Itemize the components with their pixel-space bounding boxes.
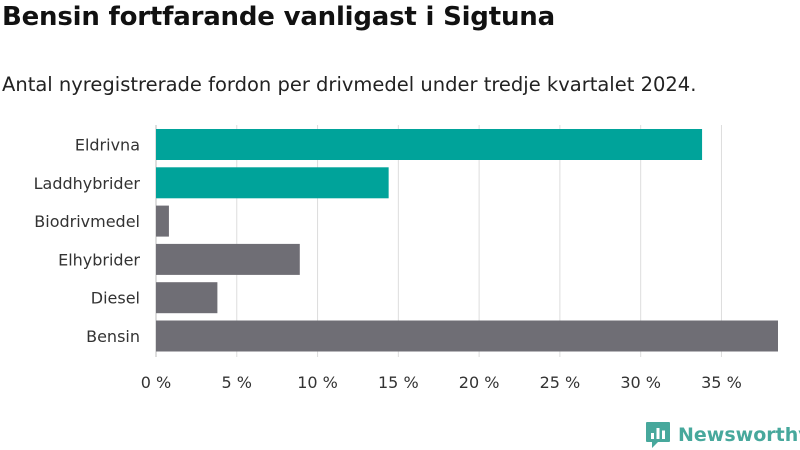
gridlines xyxy=(155,125,722,357)
category-label: Elhybrider xyxy=(58,250,140,269)
brand-name: Newsworthy xyxy=(678,424,800,446)
x-tick-label: 25 % xyxy=(540,373,581,392)
bar-laddhybrider xyxy=(156,167,389,199)
category-labels: Eldrivna Laddhybrider Biodrivmedel Elhybrid… xyxy=(34,136,141,347)
x-tick-label: 10 % xyxy=(297,373,338,392)
category-label: Laddhybrider xyxy=(34,174,141,193)
x-tick-label: 0 % xyxy=(141,373,171,392)
bar-diesel xyxy=(156,282,218,314)
x-tick-label: 15 % xyxy=(378,373,419,392)
bars xyxy=(156,129,778,352)
chart-subtitle: Antal nyregistrerade fordon per drivmede… xyxy=(2,73,697,96)
bar-elhybrider xyxy=(156,243,300,275)
x-tick-label: 35 % xyxy=(701,373,742,392)
category-label: Diesel xyxy=(91,289,140,308)
bar-biodrivmedel xyxy=(156,205,169,237)
category-label: Bensin xyxy=(86,327,140,346)
chart-title: Bensin fortfarande vanligast i Sigtuna xyxy=(2,2,555,32)
newsworthy-logo-icon xyxy=(646,422,670,448)
bar-eldrivna xyxy=(156,129,703,160)
x-tick-label: 20 % xyxy=(459,373,500,392)
category-label: Eldrivna xyxy=(75,136,140,155)
brand-logo: Newsworthy xyxy=(644,420,800,450)
bar-bensin xyxy=(156,320,778,352)
category-label: Biodrivmedel xyxy=(34,212,140,231)
x-tick-label: 5 % xyxy=(222,373,252,392)
x-tick-labels: 0 % 5 % 10 % 15 % 20 % 25 % 30 % 35 % xyxy=(141,373,742,392)
x-tick-label: 30 % xyxy=(620,373,661,392)
